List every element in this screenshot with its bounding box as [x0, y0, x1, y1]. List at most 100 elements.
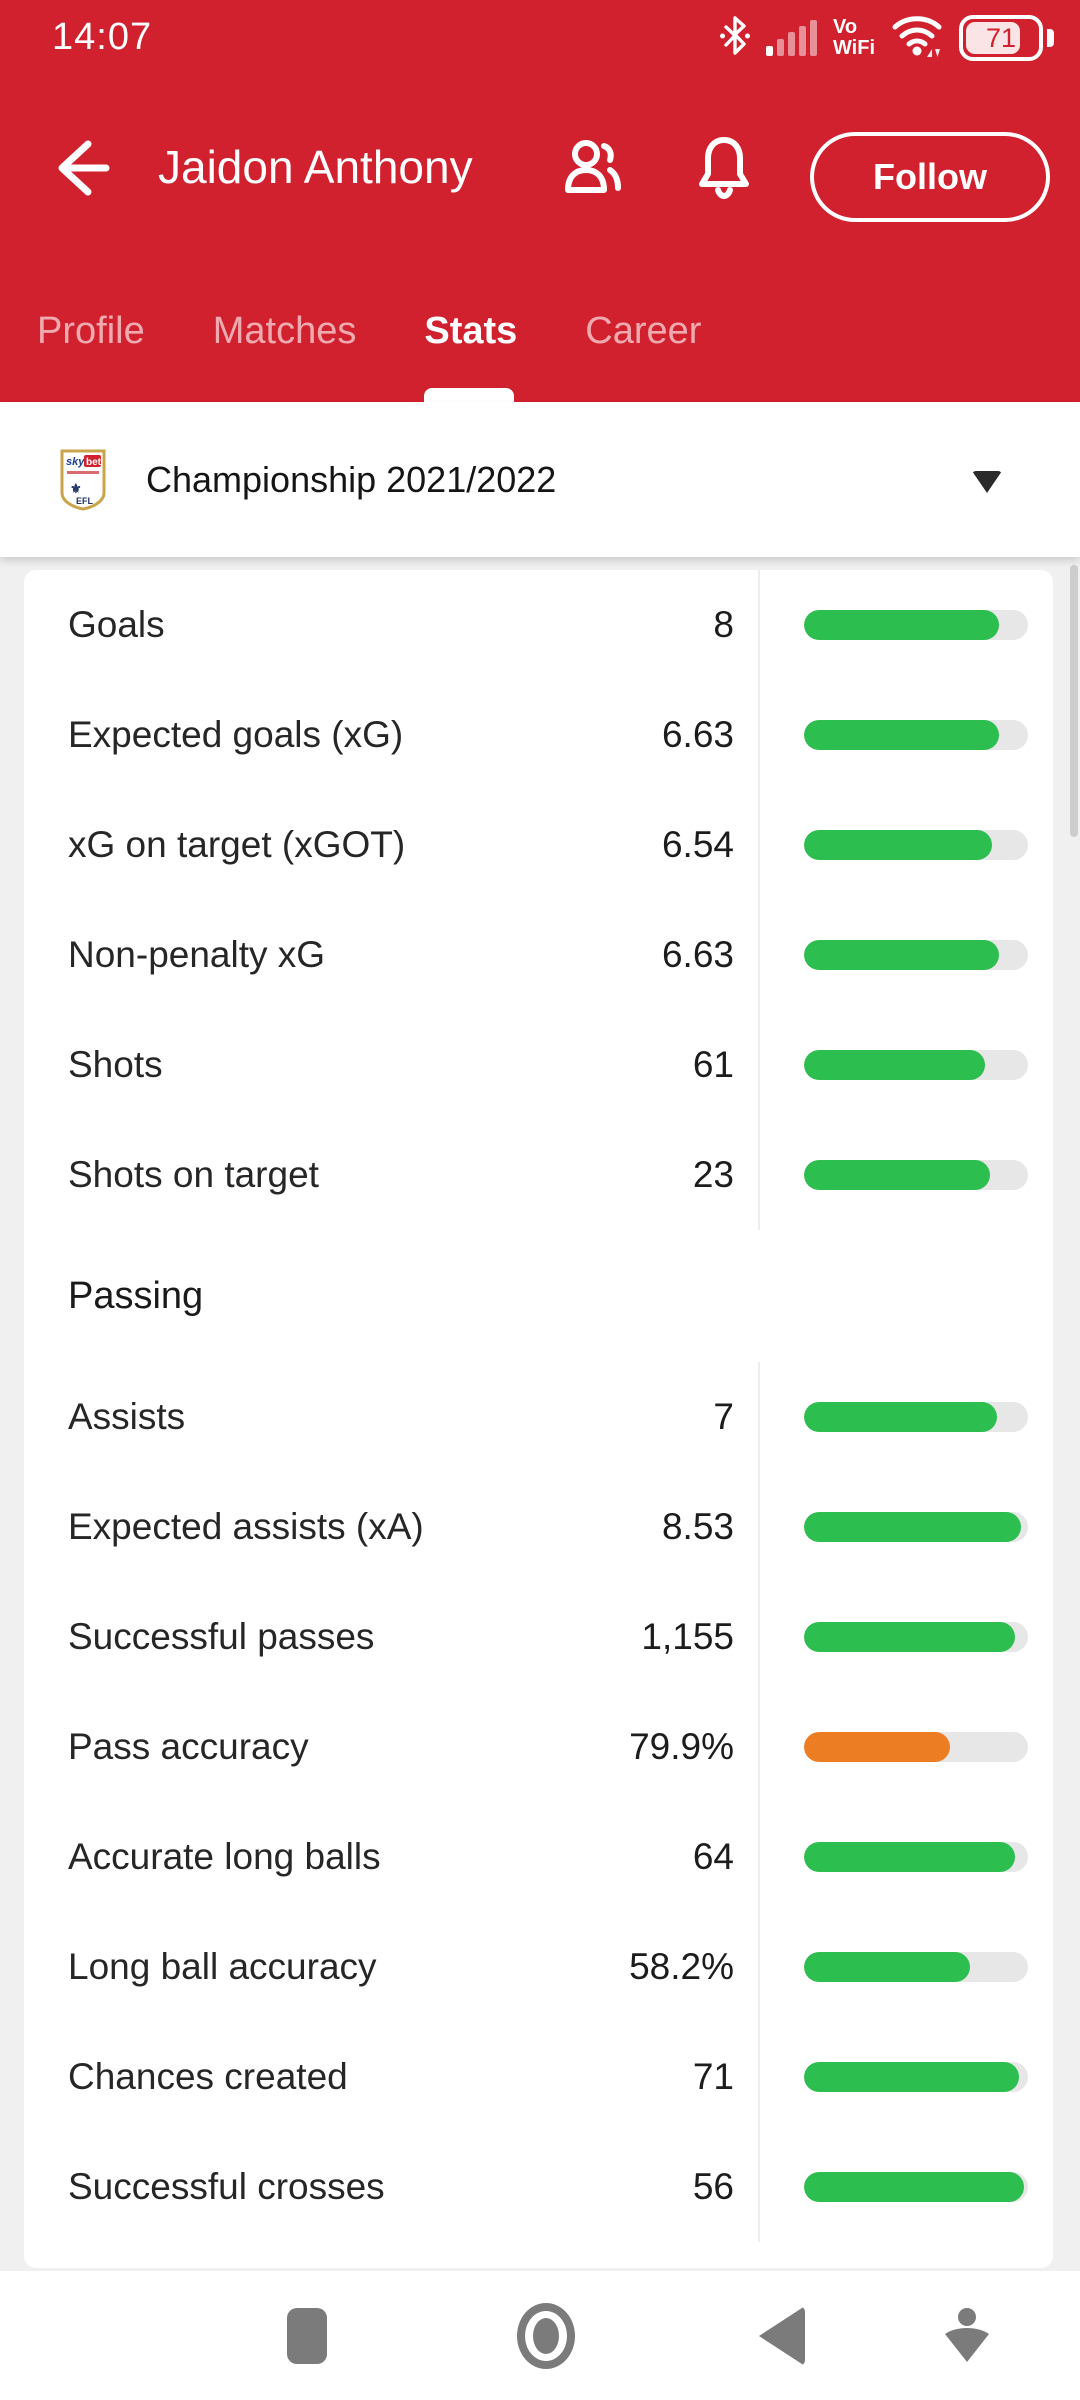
section-rows: Goals 8 Expected goals (xG) 6.63 xG on targe… — [24, 570, 1053, 1230]
stat-row[interactable]: Shots on target 23 — [24, 1120, 1053, 1230]
stat-label: Shots on target — [68, 1154, 319, 1195]
stat-progress-fill — [804, 2172, 1024, 2202]
svg-text:EFL: EFL — [76, 496, 94, 506]
stat-row[interactable]: Non-penalty xG 6.63 — [24, 900, 1053, 1010]
home-icon — [517, 2302, 575, 2369]
stat-row[interactable]: Long ball accuracy 58.2% — [24, 1912, 1053, 2022]
tab-stats[interactable]: Stats — [424, 310, 518, 352]
stat-label: Assists — [68, 1396, 186, 1437]
stat-value: 71 — [692, 2056, 734, 2097]
stat-label: Accurate long balls — [68, 1836, 381, 1877]
stat-label: Successful crosses — [68, 2166, 385, 2207]
stat-progress-fill — [804, 1512, 1022, 1542]
assistant-button[interactable] — [922, 2271, 1012, 2400]
scrollbar[interactable] — [1070, 565, 1078, 837]
status-time: 14:07 — [52, 16, 153, 58]
stat-progress-track — [804, 2062, 1028, 2092]
stat-row[interactable]: Chances created 71 — [24, 2022, 1053, 2132]
stat-progress-track — [804, 1512, 1028, 1542]
back-nav-button[interactable] — [737, 2271, 827, 2400]
recents-icon — [287, 2307, 327, 2364]
back-button[interactable] — [48, 136, 112, 200]
stat-progress-track — [804, 1622, 1028, 1652]
stat-progress-track — [804, 940, 1028, 970]
battery-icon: 71 — [959, 15, 1043, 61]
vowifi-label: Vo WiFi — [832, 16, 875, 59]
page-title: Jaidon Anthony — [158, 141, 473, 193]
assistant-icon — [945, 2307, 989, 2362]
stat-progress-track — [804, 2172, 1028, 2202]
notification-bell-icon[interactable] — [688, 132, 760, 204]
tab-bar: Profile Matches Stats Career — [37, 310, 701, 377]
stat-progress-fill — [804, 1842, 1015, 1872]
tab-matches[interactable]: Matches — [212, 310, 357, 352]
stat-value: 7 — [713, 1396, 734, 1437]
stat-progress-fill — [804, 1160, 990, 1190]
stat-progress-fill — [804, 2062, 1020, 2092]
stat-row[interactable]: Pass accuracy 79.9% — [24, 1692, 1053, 1802]
red-header: 14:07 Vo WiFi — [0, 0, 1080, 402]
stat-label: Successful passes — [68, 1616, 375, 1657]
wifi-icon — [891, 13, 943, 64]
follow-button[interactable]: Follow — [810, 132, 1050, 222]
stat-value: 8.53 — [661, 1506, 734, 1547]
chevron-down-icon — [972, 470, 1002, 493]
stat-row[interactable]: Expected goals (xG) 6.63 — [24, 680, 1053, 790]
compare-players-icon[interactable] — [556, 132, 628, 204]
stat-progress-fill — [804, 610, 999, 640]
stat-progress-fill — [804, 1732, 950, 1762]
section-header: Passing — [68, 1274, 204, 1317]
stat-progress-fill — [804, 1402, 997, 1432]
bluetooth-icon — [719, 15, 750, 62]
league-selector[interactable]: sky bet ⚜ EFL Championship 2021/2022 — [0, 402, 1080, 557]
stat-label: Long ball accuracy — [68, 1946, 377, 1987]
stat-row[interactable]: Expected assists (xA) 8.53 — [24, 1472, 1053, 1582]
home-button[interactable] — [501, 2271, 591, 2400]
recents-button[interactable] — [262, 2271, 352, 2400]
stat-row[interactable]: Shots 61 — [24, 1010, 1053, 1120]
league-badge-icon: sky bet ⚜ EFL — [60, 449, 106, 511]
stat-row[interactable]: Assists 7 — [24, 1362, 1053, 1472]
system-navbar — [0, 2271, 1080, 2400]
back-triangle-icon — [759, 2305, 805, 2366]
stat-value: 64 — [692, 1836, 734, 1877]
stat-progress-track — [804, 1402, 1028, 1432]
app-bar: Jaidon Anthony Follow — [0, 118, 1080, 238]
league-label: Championship 2021/2022 — [146, 458, 557, 500]
svg-text:bet: bet — [86, 457, 102, 468]
stat-value: 8 — [713, 604, 734, 645]
stat-progress-track — [804, 1952, 1028, 1982]
stat-label: Expected goals (xG) — [68, 714, 404, 755]
stat-progress-track — [804, 720, 1028, 750]
stat-row[interactable]: xG on target (xGOT) 6.54 — [24, 790, 1053, 900]
stat-value: 6.63 — [661, 714, 734, 755]
stat-value: 61 — [692, 1044, 734, 1085]
stat-row[interactable]: Goals 8 — [24, 570, 1053, 680]
battery-percent: 71 — [985, 22, 1017, 53]
stat-label: Non-penalty xG — [68, 934, 326, 975]
stat-row[interactable]: Accurate long balls 64 — [24, 1802, 1053, 1912]
stat-label: Expected assists (xA) — [68, 1506, 424, 1547]
svg-text:⚜: ⚜ — [70, 481, 82, 496]
status-icons: Vo WiFi 71 — [719, 10, 1054, 66]
stat-label: xG on target (xGOT) — [68, 824, 406, 865]
stat-progress-track — [804, 830, 1028, 860]
stat-progress-track — [804, 610, 1028, 640]
stats-section: Goals 8 Expected goals (xG) 6.63 xG on targe… — [24, 570, 1053, 1230]
stat-progress-fill — [804, 830, 993, 860]
stat-progress-track — [804, 1732, 1028, 1762]
stat-value: 23 — [692, 1154, 734, 1195]
stat-progress-fill — [804, 720, 999, 750]
tab-profile[interactable]: Profile — [37, 310, 145, 352]
signal-icon — [765, 20, 817, 56]
stat-value: 6.63 — [661, 934, 734, 975]
stat-progress-fill — [804, 940, 999, 970]
tab-career[interactable]: Career — [585, 310, 702, 352]
stat-row[interactable]: Successful crosses 56 — [24, 2132, 1053, 2242]
stat-label: Pass accuracy — [68, 1726, 309, 1767]
stat-value: 79.9% — [629, 1726, 734, 1767]
stat-value: 1,155 — [641, 1616, 734, 1657]
battery-nub — [1047, 29, 1054, 47]
stat-row[interactable]: Successful passes 1,155 — [24, 1582, 1053, 1692]
